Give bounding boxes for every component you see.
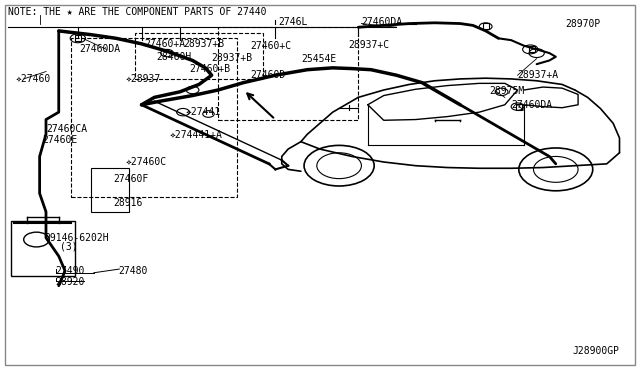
- Text: 27460DA: 27460DA: [511, 100, 552, 110]
- Text: 28970P: 28970P: [565, 19, 600, 29]
- Text: 27460F: 27460F: [113, 174, 148, 184]
- Text: 27490: 27490: [56, 266, 85, 276]
- Text: 27460+B: 27460+B: [189, 64, 230, 74]
- Bar: [72, 38, 237, 197]
- Bar: [135, 33, 262, 79]
- Text: 25454E: 25454E: [301, 54, 336, 64]
- Text: ✧27460C: ✧27460C: [125, 157, 167, 167]
- Text: 09146-6202H: 09146-6202H: [45, 233, 109, 243]
- Text: 2746L: 2746L: [278, 17, 308, 27]
- Text: 27460DA: 27460DA: [79, 44, 120, 54]
- Text: 27460DA: 27460DA: [362, 17, 403, 27]
- Text: 28937+A: 28937+A: [518, 70, 559, 80]
- Text: ✧27441: ✧27441: [186, 107, 221, 117]
- Text: 27460+C: 27460+C: [250, 41, 291, 51]
- Text: 28460H: 28460H: [156, 52, 191, 62]
- Text: 27480: 27480: [118, 266, 147, 276]
- Bar: [91, 167, 129, 212]
- Text: NOTE: THE ★ ARE THE COMPONENT PARTS OF 27440: NOTE: THE ★ ARE THE COMPONENT PARTS OF 2…: [8, 7, 266, 17]
- Text: ✧274441+A: ✧274441+A: [170, 129, 223, 139]
- Text: 27460E: 27460E: [43, 135, 78, 145]
- Text: 28937+B: 28937+B: [183, 39, 224, 49]
- Text: (3): (3): [60, 242, 77, 252]
- Text: ✧27460: ✧27460: [15, 74, 51, 84]
- Text: 28937+C: 28937+C: [349, 40, 390, 50]
- Text: 28920: 28920: [56, 277, 85, 287]
- Text: 28916: 28916: [113, 198, 142, 208]
- Bar: [218, 27, 358, 119]
- Text: 27460D: 27460D: [250, 70, 285, 80]
- Text: 27460+A: 27460+A: [145, 39, 186, 49]
- Text: 28937+B: 28937+B: [212, 52, 253, 62]
- Text: J28900GP: J28900GP: [573, 346, 620, 356]
- Text: ✧28937: ✧28937: [125, 74, 161, 84]
- Text: 28975M: 28975M: [489, 86, 524, 96]
- Text: 27460CA: 27460CA: [46, 124, 87, 134]
